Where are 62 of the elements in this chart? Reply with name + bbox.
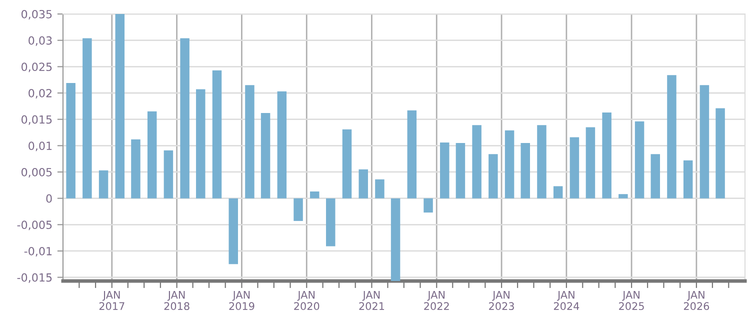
bar <box>537 125 546 198</box>
bar <box>245 85 254 198</box>
bar <box>456 143 466 198</box>
bar <box>212 70 222 198</box>
bar <box>424 198 433 213</box>
y-tick-label: 0,01 <box>28 142 52 152</box>
bar <box>147 111 157 198</box>
bar <box>375 179 384 198</box>
bar <box>650 154 660 198</box>
bar <box>164 150 174 198</box>
bar <box>618 194 628 198</box>
x-tick-label: JAN 2023 <box>489 291 514 310</box>
bar <box>602 112 612 198</box>
y-tick-label: 0,035 <box>22 10 52 20</box>
bar <box>520 143 530 198</box>
x-tick-label: JAN 2026 <box>684 291 710 310</box>
x-tick-label: JAN 2024 <box>554 291 580 310</box>
bar <box>570 137 580 198</box>
x-tick-label: JAN 2020 <box>294 291 320 310</box>
bar <box>228 198 238 264</box>
bar <box>277 91 287 198</box>
bar <box>131 139 140 198</box>
x-tick-label: JAN 2017 <box>99 291 124 310</box>
bar <box>716 108 725 198</box>
y-tick-label: 0,015 <box>22 115 52 125</box>
y-tick-label: -0,015 <box>17 273 52 283</box>
x-tick-label: JAN 2018 <box>164 291 190 310</box>
y-tick-label: 0,025 <box>22 62 52 72</box>
bar <box>98 170 108 198</box>
bar <box>667 75 676 198</box>
bar <box>326 198 336 246</box>
x-tick-label: JAN 2022 <box>424 291 449 310</box>
y-tick-label: -0,01 <box>24 246 52 256</box>
bar <box>196 89 206 198</box>
bar <box>700 85 710 198</box>
bar <box>82 38 92 198</box>
bar <box>472 125 482 198</box>
bar <box>294 198 303 221</box>
bar <box>504 130 514 198</box>
x-tick-label: JAN 2019 <box>229 291 254 310</box>
bar <box>634 121 644 198</box>
bar <box>440 142 450 198</box>
bar <box>683 160 693 198</box>
bar <box>342 129 352 198</box>
y-tick-label: 0,02 <box>28 88 52 99</box>
bar <box>260 113 270 198</box>
bar <box>358 169 368 198</box>
bar <box>407 110 417 198</box>
bar <box>115 14 125 198</box>
bar <box>390 198 400 281</box>
y-tick-label: -0,005 <box>17 220 52 230</box>
y-tick-label: 0,03 <box>28 36 52 46</box>
bar <box>180 38 190 198</box>
bar <box>66 82 76 198</box>
bar <box>553 186 563 198</box>
bar <box>488 154 498 198</box>
bar <box>586 127 596 198</box>
y-tick-label: 0 <box>46 194 52 203</box>
x-tick-label: JAN 2025 <box>619 291 644 310</box>
bar <box>310 191 320 198</box>
x-tick-label: JAN 2021 <box>359 291 384 310</box>
y-tick-label: 0,005 <box>22 168 52 178</box>
